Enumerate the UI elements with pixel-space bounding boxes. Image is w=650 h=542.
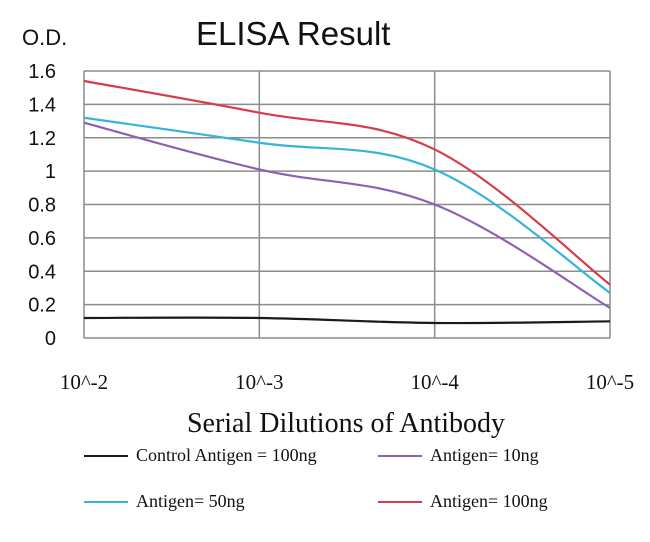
x-tick-labels: 10^-2 10^-3 10^-4 10^-5 <box>60 370 634 394</box>
legend-item: Control Antigen = 100ng <box>84 445 317 466</box>
y-tick-label: 1.4 <box>28 94 56 116</box>
gridlines <box>83 70 611 339</box>
series-line <box>83 79 611 286</box>
legend-label: Control Antigen = 100ng <box>136 445 317 465</box>
chart-title: ELISA Result <box>196 15 390 52</box>
series-lines <box>83 79 611 325</box>
x-tick-label: 10^-5 <box>586 370 634 394</box>
y-tick-label: 1.2 <box>28 128 56 150</box>
y-tick-label: 0 <box>45 328 56 350</box>
x-axis-label: Serial Dilutions of Antibody <box>187 408 505 439</box>
legend-swatch <box>378 454 422 457</box>
series-line <box>83 116 611 294</box>
legend-swatch <box>84 500 128 503</box>
y-tick-label: 0.4 <box>28 261 56 283</box>
y-tick-label: 0.2 <box>28 295 56 317</box>
legend-label: Antigen= 10ng <box>430 445 539 465</box>
y-axis-label: O.D. <box>22 25 67 50</box>
series-line <box>83 316 611 325</box>
legend-item: Antigen= 100ng <box>378 491 548 512</box>
x-tick-label: 10^-4 <box>410 370 459 394</box>
y-tick-label: 0.8 <box>28 195 56 217</box>
legend-label: Antigen= 50ng <box>136 491 245 511</box>
legend-swatch <box>84 454 128 457</box>
y-tick-label: 0.6 <box>28 228 56 250</box>
legend-label: Antigen= 100ng <box>430 491 548 511</box>
series-line <box>83 121 611 309</box>
y-tick-labels: 0 0.2 0.4 0.6 0.8 1 1.2 1.4 1.6 <box>28 61 56 350</box>
legend-swatch <box>378 500 422 503</box>
y-tick-label: 1.6 <box>28 61 56 83</box>
legend-item: Antigen= 10ng <box>378 445 539 466</box>
x-tick-label: 10^-3 <box>235 370 283 394</box>
legend-item: Antigen= 50ng <box>84 491 245 512</box>
y-tick-label: 1 <box>45 161 56 183</box>
x-tick-label: 10^-2 <box>60 370 108 394</box>
